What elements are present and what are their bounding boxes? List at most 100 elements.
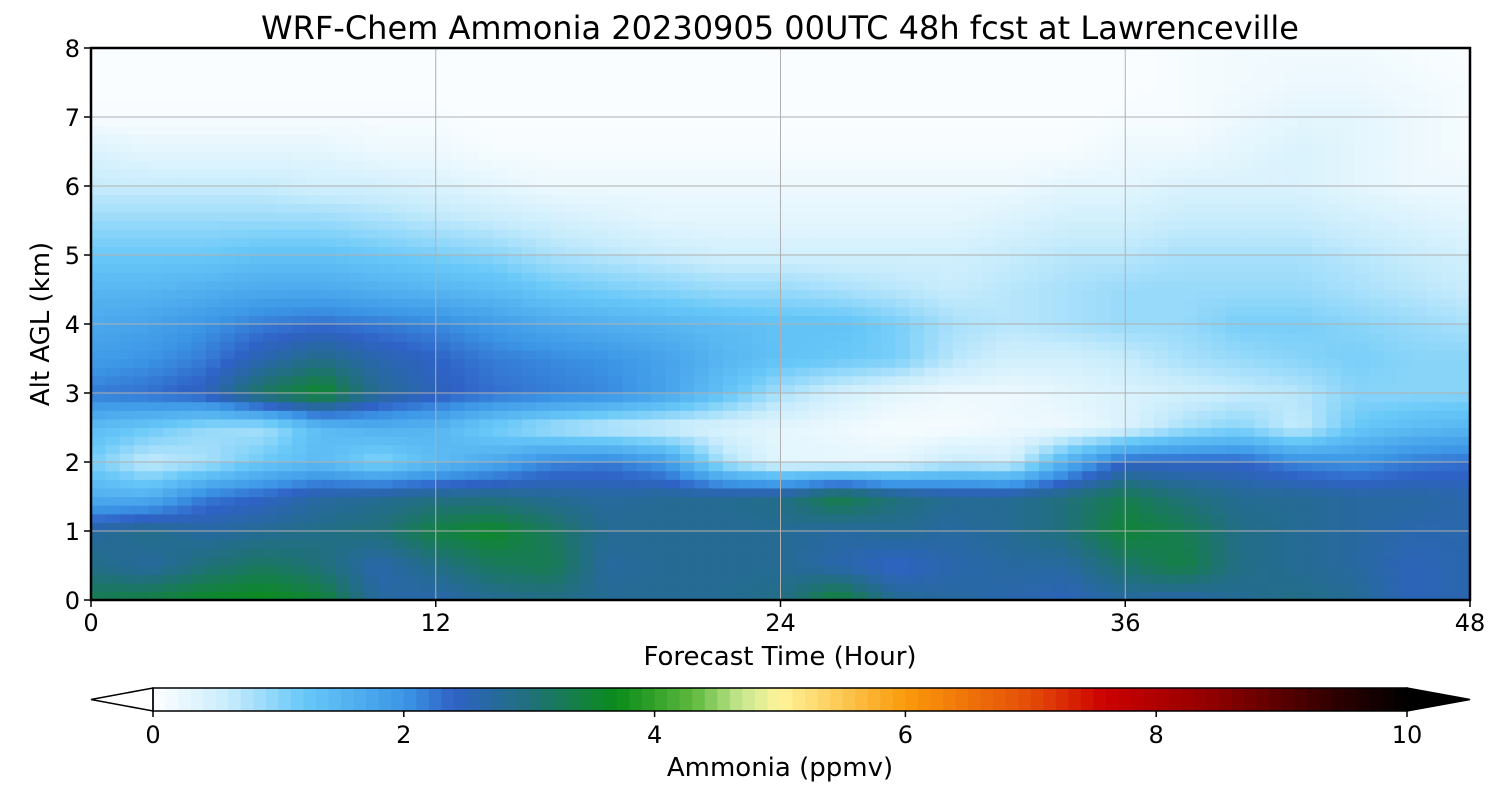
heatmap-cell bbox=[1311, 367, 1327, 377]
heatmap-cell bbox=[608, 513, 624, 523]
heatmap-cell bbox=[1182, 470, 1198, 480]
heatmap-cell bbox=[1153, 324, 1169, 334]
heatmap-cell bbox=[478, 160, 494, 170]
heatmap-cell bbox=[723, 298, 738, 308]
heatmap-cell bbox=[622, 444, 638, 454]
heatmap-cell bbox=[148, 436, 164, 446]
heatmap-cell bbox=[234, 349, 250, 360]
heatmap-cell bbox=[938, 462, 954, 472]
heatmap-cell bbox=[421, 393, 437, 403]
heatmap-cell bbox=[1125, 263, 1141, 273]
heatmap-cell bbox=[1096, 479, 1112, 489]
heatmap-cell bbox=[249, 280, 264, 291]
heatmap-cell bbox=[1268, 444, 1284, 454]
heatmap-cell bbox=[119, 375, 135, 385]
heatmap-cell bbox=[162, 539, 178, 549]
heatmap-cell bbox=[263, 470, 279, 480]
heatmap-cell bbox=[148, 375, 164, 385]
heatmap-cell bbox=[952, 444, 968, 454]
heatmap-cell bbox=[1268, 505, 1284, 515]
heatmap-cell bbox=[593, 315, 609, 325]
heatmap-cell bbox=[1426, 479, 1442, 489]
heatmap-cell bbox=[1024, 539, 1040, 549]
heatmap-cell bbox=[866, 375, 882, 385]
heatmap-cell bbox=[981, 280, 997, 291]
heatmap-cell bbox=[823, 289, 839, 299]
heatmap-cell bbox=[881, 203, 897, 213]
heatmap-cell bbox=[995, 211, 1011, 222]
heatmap-cell bbox=[1125, 177, 1141, 187]
heatmap-cell bbox=[536, 349, 552, 360]
heatmap-cell bbox=[1326, 582, 1342, 592]
heatmap-cell bbox=[306, 384, 322, 394]
heatmap-cell bbox=[277, 505, 293, 515]
heatmap-cell bbox=[536, 384, 552, 394]
heatmap-cell bbox=[1283, 591, 1299, 600]
heatmap-cell bbox=[780, 427, 796, 437]
heatmap-cell bbox=[1383, 289, 1399, 299]
heatmap-cell bbox=[421, 565, 437, 575]
heatmap-cell bbox=[837, 410, 853, 420]
heatmap-cell bbox=[349, 220, 365, 230]
heatmap-cell bbox=[909, 410, 925, 420]
heatmap-cell bbox=[550, 298, 566, 308]
heatmap-cell bbox=[363, 168, 379, 178]
heatmap-cell bbox=[952, 436, 968, 446]
heatmap-cell bbox=[622, 194, 638, 204]
heatmap-cell bbox=[608, 427, 624, 437]
heatmap-cell bbox=[794, 211, 810, 222]
heatmap-cell bbox=[1039, 358, 1055, 368]
heatmap-cell bbox=[1067, 574, 1083, 584]
heatmap-cell bbox=[1039, 289, 1055, 299]
heatmap-cell bbox=[852, 358, 868, 368]
heatmap-cell bbox=[292, 427, 308, 437]
heatmap-cell bbox=[651, 479, 667, 489]
heatmap-cell bbox=[320, 272, 336, 282]
heatmap-cell bbox=[220, 306, 236, 316]
heatmap-cell bbox=[881, 444, 897, 454]
heatmap-cell bbox=[191, 280, 207, 291]
heatmap-cell bbox=[823, 436, 839, 446]
heatmap-cell bbox=[91, 255, 106, 265]
heatmap-cell bbox=[349, 565, 365, 575]
heatmap-cell bbox=[1082, 574, 1098, 584]
heatmap-cell bbox=[1168, 272, 1184, 282]
heatmap-cell bbox=[1412, 513, 1428, 523]
heatmap-cell bbox=[823, 341, 839, 351]
heatmap-cell bbox=[622, 539, 638, 549]
heatmap-cell bbox=[1326, 418, 1342, 429]
heatmap-cell bbox=[1039, 332, 1055, 342]
heatmap-cell bbox=[407, 298, 422, 308]
heatmap-cell bbox=[694, 513, 710, 523]
heatmap-cell bbox=[220, 255, 236, 265]
heatmap-cell bbox=[909, 255, 925, 265]
heatmap-cell bbox=[349, 470, 365, 480]
heatmap-cell bbox=[866, 401, 882, 411]
heatmap-cell bbox=[1139, 522, 1155, 532]
heatmap-cell bbox=[249, 574, 264, 584]
heatmap-cell bbox=[1254, 160, 1270, 170]
heatmap-cell bbox=[1139, 505, 1155, 515]
heatmap-cell bbox=[134, 272, 150, 282]
heatmap-cell bbox=[938, 255, 954, 265]
heatmap-cell bbox=[220, 574, 236, 584]
heatmap-cell bbox=[1039, 496, 1055, 506]
heatmap-cell bbox=[478, 522, 494, 532]
heatmap-cell bbox=[1139, 453, 1155, 463]
heatmap-cell bbox=[277, 324, 293, 334]
heatmap-cell bbox=[521, 367, 537, 377]
heatmap-cell bbox=[895, 591, 911, 600]
heatmap-cell bbox=[1398, 349, 1414, 360]
heatmap-cell bbox=[1355, 418, 1371, 429]
heatmap-cell bbox=[191, 211, 207, 222]
heatmap-cell bbox=[1139, 462, 1155, 472]
heatmap-cell bbox=[1010, 306, 1026, 316]
heatmap-cell bbox=[493, 315, 509, 325]
heatmap-cell bbox=[1125, 453, 1141, 463]
heatmap-cell bbox=[234, 591, 250, 600]
heatmap-cell bbox=[493, 539, 509, 549]
heatmap-cell bbox=[1096, 539, 1112, 549]
heatmap-cell bbox=[837, 272, 853, 282]
heatmap-cell bbox=[1283, 151, 1299, 161]
heatmap-cell bbox=[191, 289, 207, 299]
